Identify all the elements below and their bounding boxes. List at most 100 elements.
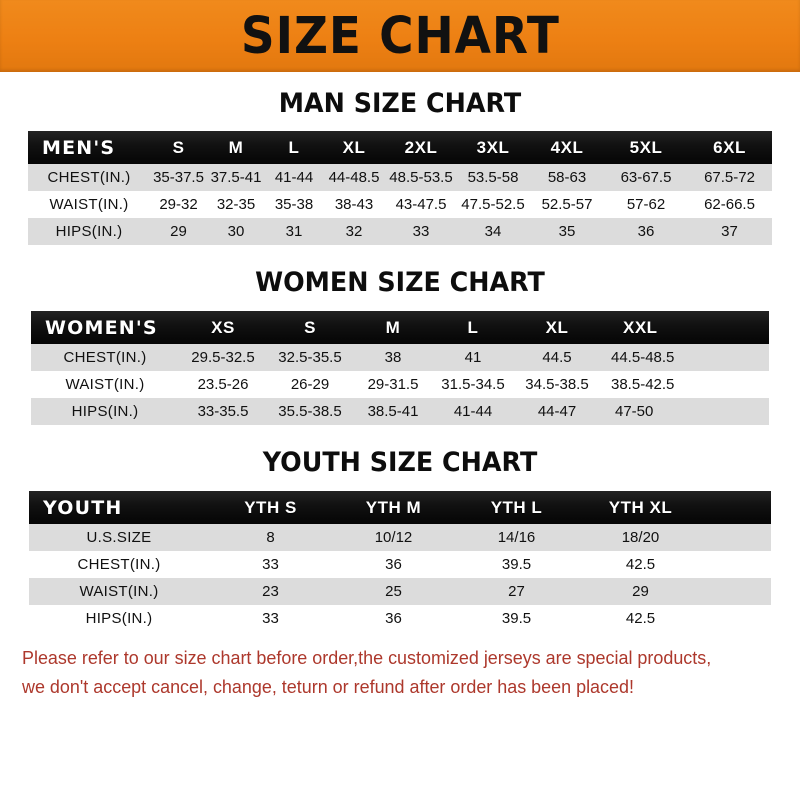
table-cell: 34 <box>484 223 502 240</box>
youth-row-label-hips: HIPS(IN.) <box>85 610 153 627</box>
table-cell: 29 <box>170 223 187 240</box>
table-cell: 29-31.5 <box>367 376 419 393</box>
man-table-header-row: MEN'S S M L XL 2XL 3XL 4XL 5XL 6XL <box>28 131 772 164</box>
table-cell: 44.5 <box>542 349 572 366</box>
table-cell: 34.5-38.5 <box>525 376 589 393</box>
table-row: WAIST(IN.) 23 25 27 29 <box>29 578 771 605</box>
table-cell: 53.5-58 <box>467 169 519 186</box>
youth-col-header-yth-m: YTH M <box>365 497 422 517</box>
table-cell: 42.5 <box>625 610 656 627</box>
table-cell: 35-38 <box>274 196 314 213</box>
table-cell: 39.5 <box>501 610 532 627</box>
man-col-header-5xl: 5XL <box>629 137 663 157</box>
women-col-header-xs: XS <box>211 317 235 337</box>
women-row-label-waist: WAIST(IN.) <box>65 376 145 393</box>
table-cell-filler <box>703 524 771 551</box>
women-size-table: WOMEN'S XS S M L XL XXL CHEST(IN.) 29.5-… <box>31 311 769 425</box>
table-cell-filler <box>703 605 771 632</box>
table-cell: 32.5-35.5 <box>278 349 342 366</box>
women-table-header-row: WOMEN'S XS S M L XL XXL <box>31 311 769 344</box>
order-policy-note-line2: we don't accept cancel, change, teturn o… <box>22 675 634 697</box>
women-col-header-l: L <box>467 317 479 337</box>
table-cell: 23 <box>262 583 279 600</box>
table-row: CHEST(IN.) 33 36 39.5 42.5 <box>29 551 771 578</box>
page-banner: SIZE CHART <box>0 0 800 72</box>
table-cell: 31.5-34.5 <box>441 376 505 393</box>
man-col-header-l: L <box>288 137 300 157</box>
section-title-women: WOMEN SIZE CHART <box>255 267 545 298</box>
table-cell: 33 <box>262 610 279 627</box>
table-cell: 31 <box>285 223 303 240</box>
man-row-label-waist: WAIST(IN.) <box>49 196 129 213</box>
table-cell: 63-67.5 <box>620 169 672 186</box>
man-col-header-m: M <box>228 137 244 157</box>
man-corner-label: MEN'S <box>42 136 116 159</box>
table-cell: 35 <box>558 223 576 240</box>
table-cell: 48.5-53.5 <box>389 169 453 186</box>
table-cell: 10/12 <box>374 529 413 546</box>
man-row-label-hips: HIPS(IN.) <box>55 223 123 240</box>
youth-table-header-row: YOUTH YTH S YTH M YTH L YTH XL <box>29 491 771 524</box>
table-cell: 26-29 <box>290 376 330 393</box>
table-cell: 38-43 <box>334 196 374 213</box>
table-row: HIPS(IN.) 29 30 31 32 33 34 35 36 37 <box>28 218 772 245</box>
table-cell: 62-66.5 <box>704 196 755 213</box>
page-title: SIZE CHART <box>240 6 560 66</box>
man-size-table: MEN'S S M L XL 2XL 3XL 4XL 5XL 6XL CHEST… <box>28 131 772 245</box>
women-col-header-s: S <box>304 317 316 337</box>
table-cell: 52.5-57 <box>541 196 593 213</box>
table-cell: 35.5-38.5 <box>278 403 342 420</box>
table-cell: 30 <box>227 223 245 240</box>
table-cell: 41 <box>464 349 482 366</box>
table-cell: 37 <box>721 223 738 240</box>
women-corner-label: WOMEN'S <box>45 316 158 339</box>
table-cell: 8 <box>266 529 275 546</box>
youth-col-header-yth-l: YTH L <box>490 497 543 517</box>
table-cell: 33-35.5 <box>197 403 249 420</box>
table-cell: 36 <box>637 223 655 240</box>
order-policy-note-line1: Please refer to our size chart before or… <box>22 647 712 668</box>
man-col-header-xl: XL <box>342 137 366 157</box>
table-cell: 67.5-72 <box>704 169 755 186</box>
table-cell: 14/16 <box>497 529 536 546</box>
youth-corner-label: YOUTH <box>43 496 123 519</box>
table-cell: 29 <box>632 583 649 600</box>
section-title-man: MAN SIZE CHART <box>278 88 522 119</box>
women-col-header-xxl: XXL <box>623 317 658 337</box>
table-cell: 33 <box>262 556 279 573</box>
table-cell: 47-50 <box>615 403 654 420</box>
women-size-table-wrap: WOMEN'S XS S M L XL XXL CHEST(IN.) 29.5-… <box>31 311 769 425</box>
table-cell: 42.5 <box>625 556 656 573</box>
man-size-table-wrap: MEN'S S M L XL 2XL 3XL 4XL 5XL 6XL CHEST… <box>28 131 772 245</box>
youth-size-table: YOUTH YTH S YTH M YTH L YTH XL U.S.SIZE … <box>29 491 771 632</box>
man-col-header-6xl: 6XL <box>713 137 746 157</box>
women-col-header-xl: XL <box>545 317 569 337</box>
man-col-header-2xl: 2XL <box>404 137 438 157</box>
table-cell: 37.5-41 <box>210 169 262 186</box>
table-cell: 29-32 <box>159 196 198 213</box>
table-cell: 41-44 <box>453 403 493 420</box>
table-row: CHEST(IN.) 35-37.5 37.5-41 41-44 44-48.5… <box>28 164 772 191</box>
man-row-label-chest: CHEST(IN.) <box>47 169 131 186</box>
table-cell: 43-47.5 <box>395 196 447 213</box>
table-cell: 32 <box>345 223 363 240</box>
youth-col-header-yth-xl: YTH XL <box>608 497 673 517</box>
women-row-label-hips: HIPS(IN.) <box>71 403 139 420</box>
youth-header-filler <box>703 491 771 524</box>
table-cell: 32-35 <box>216 196 256 213</box>
women-col-header-m: M <box>385 317 401 337</box>
table-cell: 47.5-52.5 <box>461 196 525 213</box>
table-cell: 57-62 <box>626 196 666 213</box>
man-col-header-4xl: 4XL <box>550 137 584 157</box>
table-cell: 44-47 <box>537 403 577 420</box>
order-policy-note: Please refer to our size chart before or… <box>22 644 755 701</box>
table-row: WAIST(IN.) 29-32 32-35 35-38 38-43 43-47… <box>28 191 772 218</box>
man-col-header-s: S <box>172 137 185 157</box>
table-cell: 44-48.5 <box>328 169 380 186</box>
table-row: HIPS(IN.) 33 36 39.5 42.5 <box>29 605 771 632</box>
table-cell: 35-37.5 <box>153 169 204 186</box>
table-cell: 38 <box>384 349 402 366</box>
youth-row-label-chest: CHEST(IN.) <box>77 556 161 573</box>
table-row: WAIST(IN.) 23.5-26 26-29 29-31.5 31.5-34… <box>31 371 769 398</box>
man-col-header-3xl: 3XL <box>476 137 510 157</box>
